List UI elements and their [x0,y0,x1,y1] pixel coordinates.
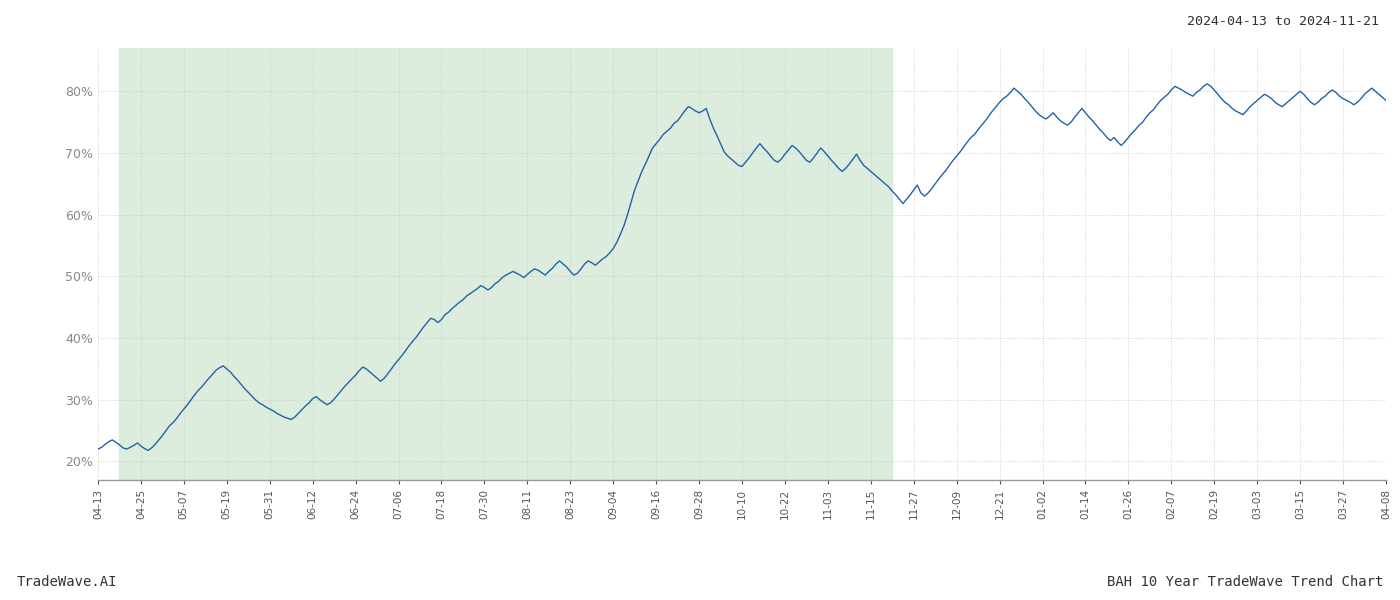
Text: BAH 10 Year TradeWave Trend Chart: BAH 10 Year TradeWave Trend Chart [1107,575,1383,589]
Bar [119,48,892,480]
Text: TradeWave.AI: TradeWave.AI [17,575,118,589]
Text: 2024-04-13 to 2024-11-21: 2024-04-13 to 2024-11-21 [1187,15,1379,28]
